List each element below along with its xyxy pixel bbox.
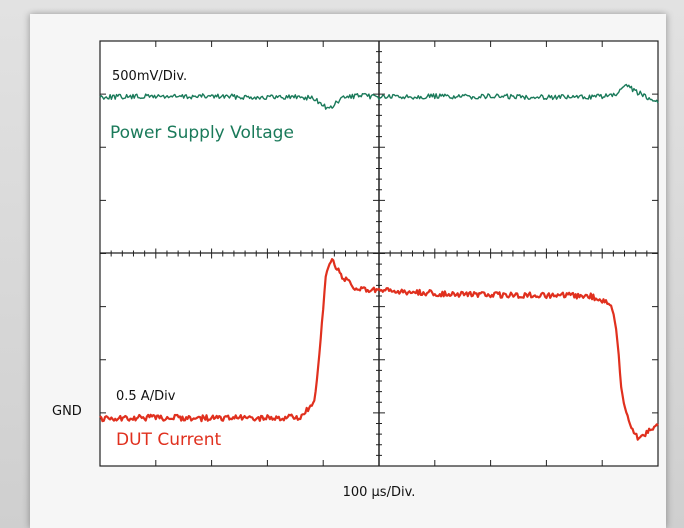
x-axis-label: 100 µs/Div. — [343, 485, 416, 500]
series-layer — [99, 83, 659, 441]
current-scale-label: 0.5 A/Div — [116, 389, 176, 404]
series-line-2 — [99, 258, 659, 441]
axis-ticks — [99, 40, 659, 467]
series-line-1 — [99, 83, 659, 110]
voltage-series-label: Power Supply Voltage — [110, 123, 294, 143]
gnd-label: GND — [52, 404, 82, 419]
voltage-scale-label: 500mV/Div. — [112, 69, 187, 84]
current-series-label: DUT Current — [116, 430, 222, 450]
